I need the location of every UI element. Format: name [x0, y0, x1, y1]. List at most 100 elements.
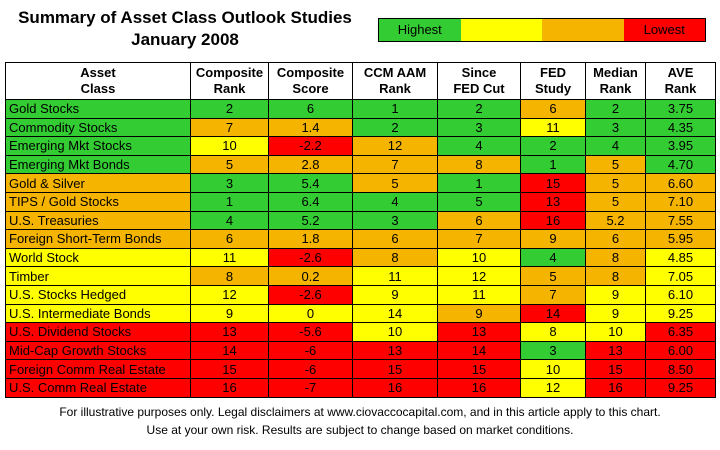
row: Emerging Mkt Stocks 10 -2.2 12 4 2 4 3.95: [5, 136, 716, 156]
header-line: AVE: [667, 65, 694, 80]
cell: 15: [352, 359, 438, 379]
cell: 12: [352, 136, 438, 156]
title: Summary of Asset Class Outlook Studies: [18, 8, 352, 27]
cell: 3: [352, 210, 438, 231]
cell: 4.85: [645, 247, 716, 268]
cell: 5: [585, 173, 646, 193]
cell: World Stock: [5, 247, 191, 268]
cell: 2.8: [268, 154, 353, 175]
cell: Mid-Cap Growth Stocks: [5, 340, 191, 361]
cell: 16: [520, 210, 586, 231]
table: Asset Class Composite Rank Composite Score CCM…: [5, 62, 716, 398]
cell: Foreign Short-Term Bonds: [5, 229, 191, 249]
cell: 5: [585, 191, 646, 212]
column-header: CCM AAM Rank: [352, 62, 438, 100]
cell: 2: [352, 117, 438, 138]
row: U.S. Intermediate Bonds 9 0 14 9 14 9 9.25: [5, 303, 716, 324]
header-line: Rank: [379, 81, 411, 96]
cell: 10: [520, 359, 586, 379]
cell: 2: [520, 136, 586, 156]
header-line: CCM AAM: [363, 65, 427, 80]
cell: 6.35: [645, 322, 716, 342]
cell: 16: [585, 377, 646, 398]
row: Gold & Silver 3 5.4 5 1 15 5 6.60: [5, 173, 716, 193]
row: U.S. Dividend Stocks 13 -5.6 10 13 8 10 6.35: [5, 322, 716, 342]
cell: 9: [352, 284, 438, 305]
cell: 15: [520, 173, 586, 193]
cell: 6: [190, 229, 269, 249]
cell: 7.55: [645, 210, 716, 231]
cell: 1.8: [268, 229, 353, 249]
header-line: Asset: [80, 65, 116, 80]
column-header: Composite Rank: [190, 62, 269, 100]
cell: Gold Stocks: [5, 99, 191, 119]
cell: 15: [585, 359, 646, 379]
cell: 9: [585, 303, 646, 324]
cell: 16: [190, 377, 269, 398]
cell: 10: [190, 136, 269, 156]
legend-item: Lowest: [623, 19, 705, 41]
cell: 2: [585, 99, 646, 119]
cell: 8: [585, 247, 646, 268]
header-line: FED: [540, 65, 566, 80]
cell: -7: [268, 377, 353, 398]
cell: 10: [585, 322, 646, 342]
cell: 13: [190, 322, 269, 342]
cell: 5: [352, 173, 438, 193]
cell: -2.2: [268, 136, 353, 156]
cell: 16: [352, 377, 438, 398]
cell: 6.60: [645, 173, 716, 193]
cell: 13: [585, 340, 646, 361]
header-line: Rank: [664, 81, 697, 96]
cell: 11: [520, 117, 586, 138]
cell: 13: [352, 340, 438, 361]
cell: 1.4: [268, 117, 353, 138]
row: Gold Stocks 2 6 1 2 6 2 3.75: [5, 99, 716, 119]
cell: 8: [520, 322, 586, 342]
cell: 4: [352, 191, 438, 212]
column-header: Median Rank: [585, 62, 646, 100]
cell: 8: [190, 266, 269, 286]
cell: U.S. Treasuries: [5, 210, 191, 231]
cell: 14: [352, 303, 438, 324]
cell: 5: [585, 154, 646, 175]
cell: 3: [520, 340, 586, 361]
column-header: Composite Score: [268, 62, 353, 100]
header-line: Score: [292, 81, 329, 96]
legend-item: [460, 19, 542, 41]
cell: 9.25: [645, 303, 716, 324]
header-line: Median: [593, 65, 638, 80]
cell: Emerging Mkt Stocks: [5, 136, 191, 156]
cell: 8: [437, 154, 521, 175]
header-line: Study: [534, 81, 572, 96]
cell: 8: [585, 266, 646, 286]
cell: 6.10: [645, 284, 716, 305]
cell: 3: [585, 117, 646, 138]
cell: U.S. Stocks Hedged: [5, 284, 191, 305]
cell: 12: [190, 284, 269, 305]
cell: 1: [190, 191, 269, 212]
column-header: AVE Rank: [645, 62, 716, 100]
subtitle: January 2008: [131, 30, 239, 49]
cell: 9: [437, 303, 521, 324]
cell: 1: [352, 99, 438, 119]
cell: Foreign Comm Real Estate: [5, 359, 191, 379]
cell: 13: [520, 191, 586, 212]
cell: 4.35: [645, 117, 716, 138]
legend: Highest Lowest: [378, 18, 706, 42]
footer-line: For illustrative purposes only. Legal di…: [59, 405, 661, 419]
row: TIPS / Gold Stocks 1 6.4 4 5 13 5 7.10: [5, 191, 716, 212]
cell: 4: [520, 247, 586, 268]
cell: -6: [268, 359, 353, 379]
cell: 7: [520, 284, 586, 305]
cell: 6: [268, 99, 353, 119]
cell: 2: [190, 99, 269, 119]
cell: 3.75: [645, 99, 716, 119]
cell: 0: [268, 303, 353, 324]
cell: 14: [437, 340, 521, 361]
cell: 7.05: [645, 266, 716, 286]
cell: 7.10: [645, 191, 716, 212]
header-line: Class: [80, 81, 116, 96]
row: U.S. Comm Real Estate 16 -7 16 16 12 16 9.25: [5, 377, 716, 398]
cell: 8.50: [645, 359, 716, 379]
